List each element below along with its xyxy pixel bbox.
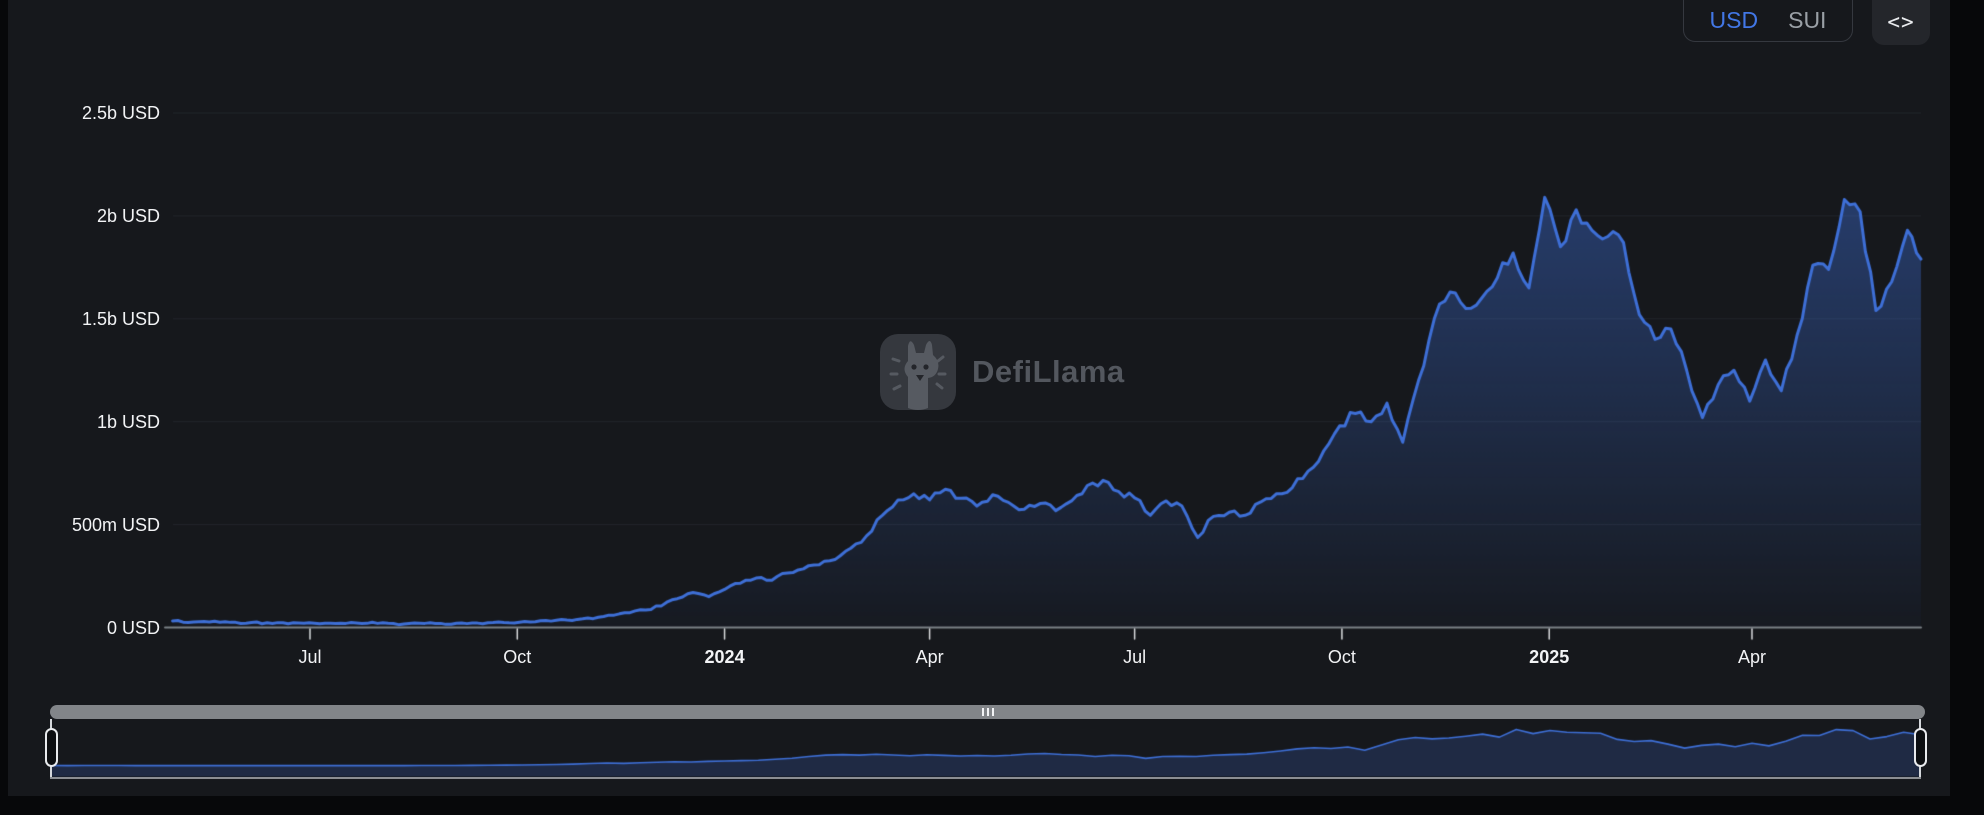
y-tick-label: 500m USD <box>71 514 160 535</box>
x-tick-label: Oct <box>1327 647 1356 667</box>
brush-handle-left[interactable] <box>45 728 58 767</box>
x-tick-label: Apr <box>915 647 944 667</box>
x-tick-label: Apr <box>1737 647 1766 667</box>
currency-toggle: USD SUI <box>1683 0 1853 42</box>
x-tick-label: Jul <box>1123 647 1147 667</box>
embed-code-button[interactable]: <> <box>1872 0 1930 45</box>
y-tick-label: 0 USD <box>106 617 160 638</box>
x-tick-label: Jul <box>298 647 322 667</box>
brush-minichart[interactable] <box>51 719 1921 777</box>
code-icon: <> <box>1887 10 1915 34</box>
y-tick-label: 1.5b USD <box>81 308 160 329</box>
brush-handle-right[interactable] <box>1914 728 1927 767</box>
x-tick-label: 2024 <box>704 647 745 667</box>
currency-sui-button[interactable]: SUI <box>1788 6 1827 33</box>
brush-track[interactable] <box>50 705 1925 719</box>
y-tick-label: 2.5b USD <box>81 103 160 123</box>
x-tick-label: 2025 <box>1529 647 1570 667</box>
x-tick-label: Oct <box>503 647 532 667</box>
y-tick-label: 2b USD <box>96 205 160 226</box>
brush-grip-icon <box>981 708 994 716</box>
y-tick-label: 1b USD <box>96 411 160 432</box>
currency-usd-button[interactable]: USD <box>1709 6 1759 33</box>
brush-bottom-border <box>50 777 1921 779</box>
